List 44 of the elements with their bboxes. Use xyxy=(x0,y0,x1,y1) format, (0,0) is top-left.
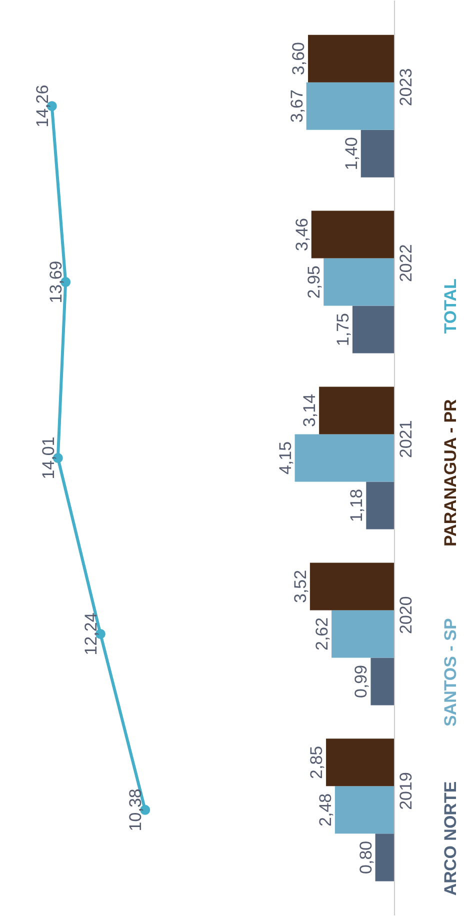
bar xyxy=(375,834,394,882)
data-label: 14,26 xyxy=(32,84,52,128)
data-label: 4,15 xyxy=(276,441,295,475)
text: TOTAL xyxy=(441,278,460,334)
text: SANTOS - SP xyxy=(441,618,460,727)
bar xyxy=(310,562,394,610)
bar xyxy=(366,482,394,530)
data-label: 1,18 xyxy=(347,488,366,522)
data-label: 3,67 xyxy=(287,90,306,123)
bar xyxy=(352,306,394,354)
data-label: 10,38 xyxy=(126,788,146,832)
data-label: 12,24 xyxy=(81,612,100,656)
bar xyxy=(306,82,394,130)
y-tick-label: 2019 xyxy=(396,772,416,810)
text: PARANAGUA - PR xyxy=(441,399,460,547)
bar xyxy=(334,786,394,834)
y-tick-label: 2022 xyxy=(396,244,416,282)
bar xyxy=(370,658,394,706)
bar xyxy=(324,258,394,306)
data-label: 1,40 xyxy=(342,137,361,170)
y-tick-label: 2021 xyxy=(396,420,416,458)
bar xyxy=(319,386,394,434)
data-label: 0,99 xyxy=(352,664,371,698)
data-label: 14,01 xyxy=(38,436,58,480)
y-tick-label: 2023 xyxy=(396,68,416,106)
data-label: 1,75 xyxy=(333,313,352,346)
data-label: 2,48 xyxy=(316,793,335,826)
data-label: 3,60 xyxy=(289,42,308,76)
text: ARCO NORTE xyxy=(441,781,460,896)
bar xyxy=(308,34,394,82)
y-tick-label: 2020 xyxy=(396,596,416,634)
bar xyxy=(326,738,394,786)
data-label: 3,14 xyxy=(300,394,320,428)
data-label: 3,52 xyxy=(290,570,310,603)
bar xyxy=(311,210,394,258)
data-label: 13,69 xyxy=(46,260,66,304)
bar xyxy=(294,434,394,482)
data-label: 2,95 xyxy=(304,265,324,299)
data-label: 2,85 xyxy=(307,746,326,779)
data-label: 3,46 xyxy=(292,218,312,252)
bar xyxy=(332,610,394,658)
data-label: 2,62 xyxy=(312,617,332,651)
bar xyxy=(360,130,394,178)
data-label: 0,80 xyxy=(356,840,376,874)
